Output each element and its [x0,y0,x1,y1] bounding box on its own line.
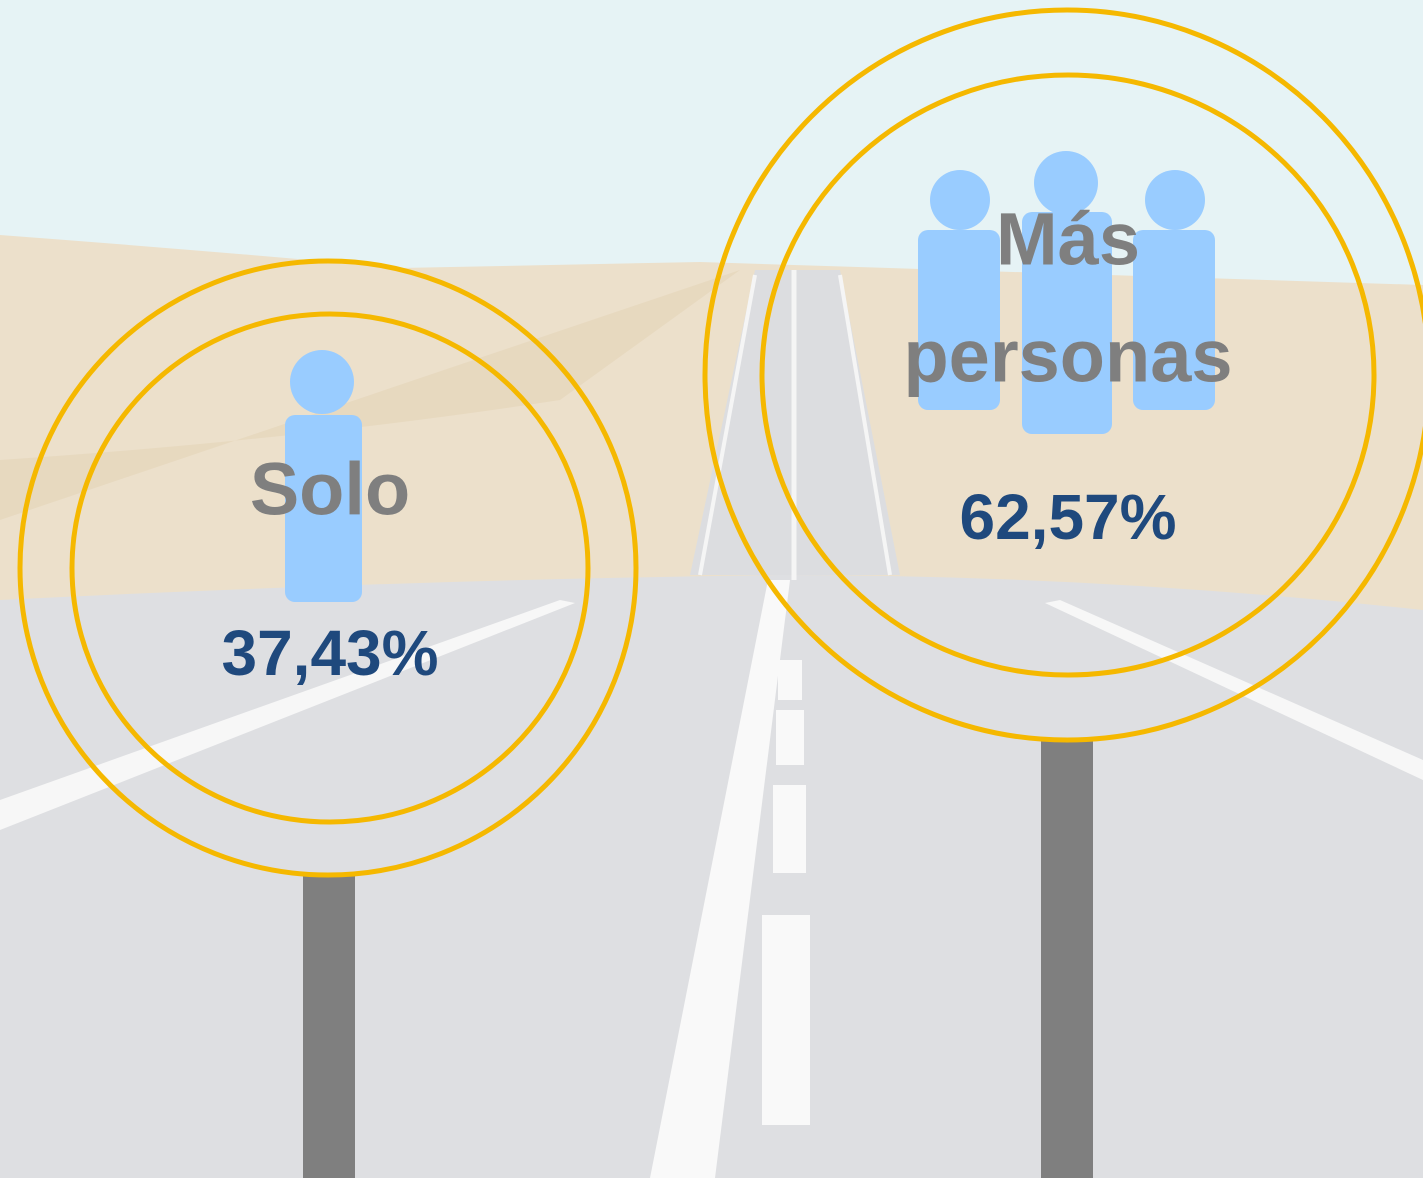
label: Más [996,198,1140,281]
pole [303,875,355,1178]
percent: 62,57% [959,481,1176,553]
page: Solo 37,43% Más personas 62,57% (() => {… [0,0,1423,1178]
background [0,0,1423,1178]
pole [1041,740,1093,1178]
label: personas [903,315,1232,398]
slide: Solo 37,43% Más personas 62,57% [0,0,1423,1178]
percent: 37,43% [221,617,438,689]
label: Solo [250,448,410,531]
